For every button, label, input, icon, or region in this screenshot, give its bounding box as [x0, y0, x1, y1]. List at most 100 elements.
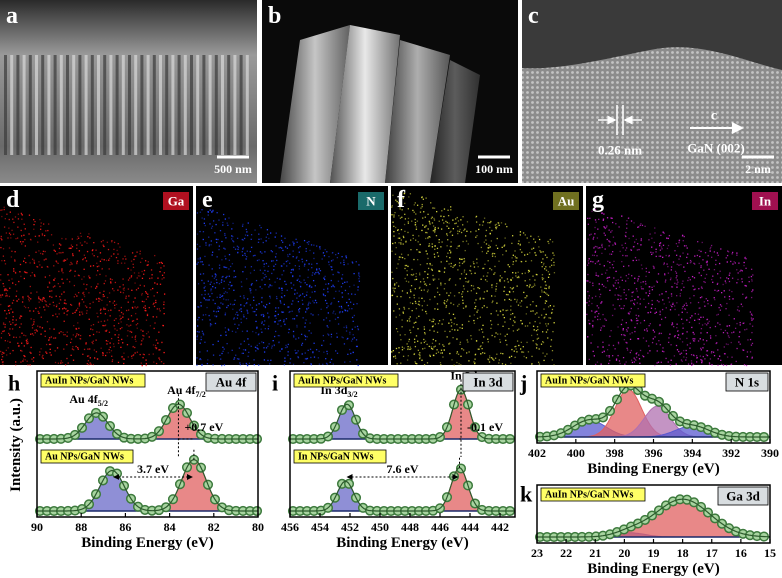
- eds-dot: [689, 298, 690, 299]
- eds-dot: [53, 302, 54, 303]
- eds-dot: [224, 233, 225, 234]
- eds-dot: [258, 242, 259, 243]
- eds-dot: [324, 255, 325, 256]
- eds-dot: [233, 277, 234, 278]
- eds-dot: [603, 220, 604, 221]
- eds-dot: [419, 251, 420, 252]
- eds-dot: [80, 338, 81, 339]
- eds-dot: [542, 331, 543, 332]
- eds-dot: [599, 264, 600, 265]
- eds-dot: [133, 267, 134, 268]
- eds-dot: [283, 319, 284, 320]
- eds-dot: [293, 336, 294, 337]
- eds-dot: [715, 335, 716, 336]
- eds-dot: [321, 309, 322, 310]
- eds-dot: [224, 248, 225, 249]
- eds-dot: [267, 234, 268, 235]
- eds-dot: [296, 257, 297, 258]
- eds-dot: [143, 301, 144, 302]
- eds-dot: [462, 300, 463, 301]
- eds-dot: [691, 360, 692, 361]
- eds-dot: [232, 240, 233, 241]
- eds-dot: [691, 261, 692, 262]
- eds-dot: [589, 323, 590, 324]
- eds-dot: [521, 252, 522, 253]
- eds-dot: [678, 334, 679, 335]
- eds-dot: [23, 235, 24, 236]
- eds-dot: [710, 248, 711, 249]
- eds-dot: [414, 361, 415, 362]
- eds-dot: [546, 270, 547, 271]
- eds-dot: [554, 322, 555, 323]
- eds-dot: [435, 323, 436, 324]
- eds-dot: [256, 280, 257, 281]
- eds-dot: [648, 303, 649, 304]
- eds-dot: [90, 328, 91, 329]
- eds-dot: [131, 261, 132, 262]
- eds-dot: [607, 280, 608, 281]
- eds-dot: [631, 308, 632, 309]
- eds-dot: [613, 261, 614, 262]
- eds-dot: [710, 247, 711, 248]
- eds-dot: [447, 239, 448, 240]
- nanowire: [54, 55, 57, 155]
- eds-dot: [225, 267, 226, 268]
- eds-dot: [544, 291, 545, 292]
- eds-dot: [534, 329, 535, 330]
- eds-dot: [635, 360, 636, 361]
- eds-dot: [275, 311, 276, 312]
- eds-dot: [66, 358, 67, 359]
- eds-dot: [148, 331, 149, 332]
- eds-dot: [261, 301, 262, 302]
- eds-dot: [623, 328, 624, 329]
- eds-dot: [589, 301, 590, 302]
- eds-dot: [143, 335, 144, 336]
- eds-dot: [114, 242, 115, 243]
- eds-dot: [302, 293, 303, 294]
- eds-dot: [526, 285, 527, 286]
- eds-dot: [40, 229, 41, 230]
- eds-dot: [550, 346, 551, 347]
- eds-dot: [686, 331, 687, 332]
- eds-dot: [38, 313, 39, 314]
- eds-dot: [718, 307, 719, 308]
- eds-dot: [247, 330, 248, 331]
- eds-dot: [345, 255, 346, 256]
- eds-dot: [634, 283, 635, 284]
- x-tick-label: 86: [119, 520, 131, 534]
- eds-dot: [669, 334, 670, 335]
- eds-dot: [292, 241, 293, 242]
- eds-dot: [399, 256, 400, 257]
- eds-dot: [62, 272, 63, 273]
- eds-dot: [634, 241, 635, 242]
- eds-dot: [649, 350, 650, 351]
- eds-dot: [446, 245, 447, 246]
- eds-dot: [103, 240, 104, 241]
- eds-dot: [310, 303, 311, 304]
- peak-label-text: Au 4f: [69, 392, 98, 406]
- eds-dot: [615, 294, 616, 295]
- eds-dot: [438, 242, 439, 243]
- eds-dot: [741, 304, 742, 305]
- eds-dot: [123, 363, 124, 364]
- eds-dot: [351, 293, 352, 294]
- eds-dot: [270, 297, 271, 298]
- eds-dot: [21, 343, 22, 344]
- eds-dot: [80, 233, 81, 234]
- eds-dot: [711, 257, 712, 258]
- eds-dot: [433, 355, 434, 356]
- sample-label: Au NPs/GaN NWs: [45, 452, 124, 463]
- eds-dot: [533, 286, 534, 287]
- eds-dot: [497, 333, 498, 334]
- eds-dot: [79, 311, 80, 312]
- eds-dot: [652, 342, 653, 343]
- eds-dot: [610, 330, 611, 331]
- eds-dot: [7, 290, 8, 291]
- eds-dot: [603, 226, 604, 227]
- eds-dot: [527, 254, 528, 255]
- eds-dot: [211, 227, 212, 228]
- eds-dot: [65, 303, 66, 304]
- eds-dot: [318, 351, 319, 352]
- eds-dot: [32, 333, 33, 334]
- eds-dot: [265, 307, 266, 308]
